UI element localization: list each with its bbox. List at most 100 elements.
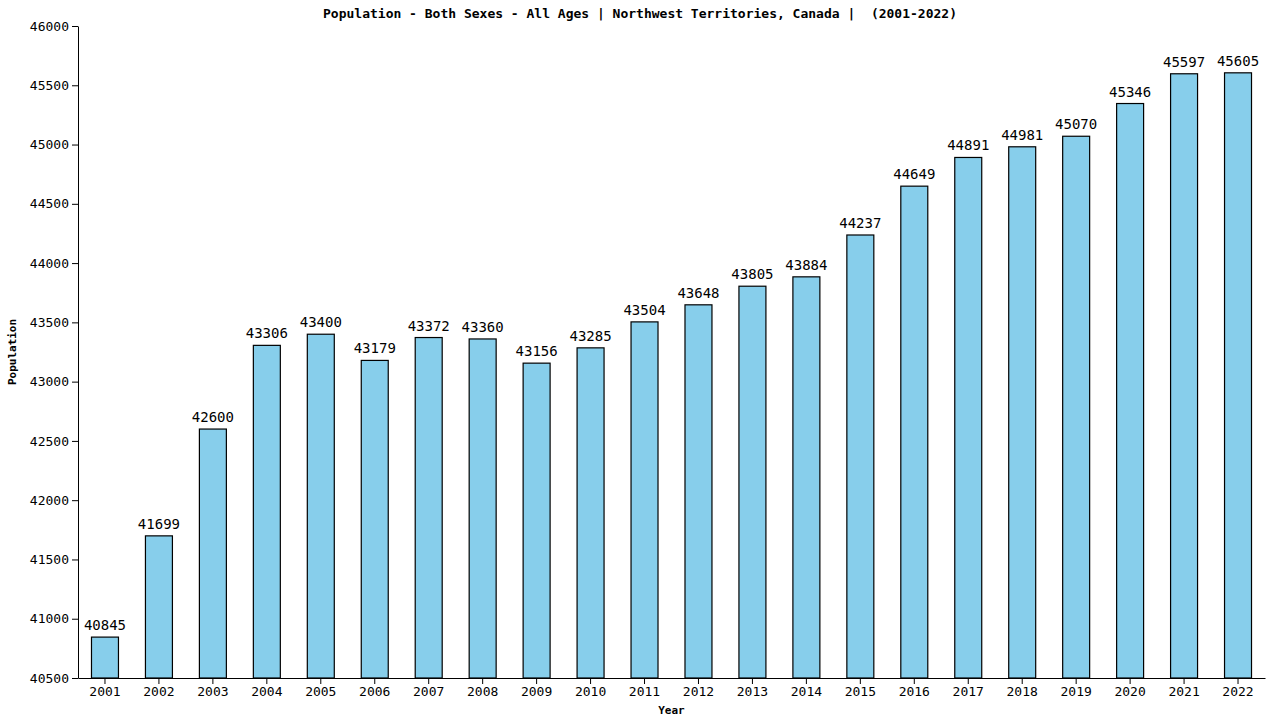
data-label: 45346 [1109, 84, 1151, 100]
tick-mark [72, 441, 78, 442]
tick-label: 2016 [899, 684, 930, 699]
tick: 43000 [30, 374, 78, 389]
tick: 2013 [737, 678, 768, 699]
bar [307, 334, 334, 678]
data-label: 45597 [1163, 54, 1205, 70]
data-label: 45605 [1217, 53, 1259, 69]
tick-label: 2021 [1168, 684, 1199, 699]
tick: 2011 [629, 678, 660, 699]
tick-label: 2015 [845, 684, 876, 699]
tick-label: 2014 [791, 684, 822, 699]
tick: 2016 [899, 678, 930, 699]
tick-mark [72, 26, 78, 27]
tick-label: 40500 [30, 671, 69, 686]
tick: 2017 [953, 678, 984, 699]
tick-label: 2022 [1222, 684, 1253, 699]
tick: 44000 [30, 256, 78, 271]
tick: 2009 [521, 678, 552, 699]
tick: 2012 [683, 678, 714, 699]
data-label: 43179 [354, 340, 396, 356]
tick-mark [968, 678, 969, 684]
bar [955, 157, 982, 678]
tick-label: 41000 [30, 611, 69, 626]
tick-label: 2020 [1114, 684, 1145, 699]
tick-label: 44500 [30, 196, 69, 211]
bar [415, 338, 442, 678]
tick-label: 45500 [30, 78, 69, 93]
tick-label: 2001 [89, 684, 120, 699]
axis-line [78, 27, 79, 679]
tick-label: 2013 [737, 684, 768, 699]
data-label: 42600 [192, 409, 234, 425]
tick: 46000 [30, 19, 78, 34]
tick: 2004 [251, 678, 282, 699]
tick-mark [428, 678, 429, 684]
bar [523, 363, 550, 678]
tick: 2018 [1007, 678, 1038, 699]
tick: 41500 [30, 552, 78, 567]
title: Population - Both Sexes - All Ages | Nor… [323, 6, 957, 21]
tick-mark [1076, 678, 1077, 684]
tick-label: 44000 [30, 256, 69, 271]
tick: 43500 [30, 315, 78, 330]
bar [91, 637, 118, 678]
tick-mark [158, 678, 159, 684]
tick-mark [860, 678, 861, 684]
tick-mark [320, 678, 321, 684]
tick: 40500 [30, 671, 78, 686]
tick: 2021 [1168, 678, 1199, 699]
tick: 2008 [467, 678, 498, 699]
tick-label: 2012 [683, 684, 714, 699]
data-label: 44981 [1001, 127, 1043, 143]
bar [469, 339, 496, 678]
data-labels: 4084541699426004330643400431794337243360… [84, 53, 1259, 633]
bar [1063, 136, 1090, 678]
data-label: 43648 [677, 285, 719, 301]
tick-mark [72, 322, 78, 323]
tick-label: 2010 [575, 684, 606, 699]
bar [1117, 104, 1144, 678]
data-label: 43884 [785, 257, 827, 273]
tick-mark [212, 678, 213, 684]
tick-label: 2009 [521, 684, 552, 699]
bar [1171, 74, 1198, 678]
tick-label: 43500 [30, 315, 69, 330]
axis-line [79, 678, 1266, 679]
tick-label: 2005 [305, 684, 336, 699]
tick: 2007 [413, 678, 444, 699]
tick-label: 46000 [30, 19, 69, 34]
tick-mark [72, 145, 78, 146]
tick: 2010 [575, 678, 606, 699]
tick: 45000 [30, 137, 78, 152]
tick: 2022 [1222, 678, 1253, 699]
tick-mark [72, 382, 78, 383]
tick-mark [72, 619, 78, 620]
y-axis: 4050041000415004200042500430004350044000… [30, 19, 79, 686]
tick-mark [698, 678, 699, 684]
tick-mark [72, 204, 78, 205]
data-label: 43805 [731, 266, 773, 282]
tick: 2015 [845, 678, 876, 699]
tick-label: 41500 [30, 552, 69, 567]
bar [739, 286, 766, 678]
data-label: 41699 [138, 516, 180, 532]
data-label: 43372 [408, 318, 450, 334]
tick-label: 2008 [467, 684, 498, 699]
tick-label: 2007 [413, 684, 444, 699]
tick: 2014 [791, 678, 822, 699]
data-label: 43306 [246, 325, 288, 341]
bar [847, 235, 874, 678]
data-label: 43400 [300, 314, 342, 330]
tick-label: 45000 [30, 137, 69, 152]
bar [685, 305, 712, 678]
bars [91, 73, 1251, 678]
tick: 42500 [30, 434, 78, 449]
tick: 41000 [30, 611, 78, 626]
tick-mark [806, 678, 807, 684]
tick: 2002 [143, 678, 174, 699]
tick-mark [482, 678, 483, 684]
bar [1225, 73, 1252, 678]
tick-label: 43000 [30, 374, 69, 389]
bar [361, 360, 388, 678]
tick-mark [72, 500, 78, 501]
